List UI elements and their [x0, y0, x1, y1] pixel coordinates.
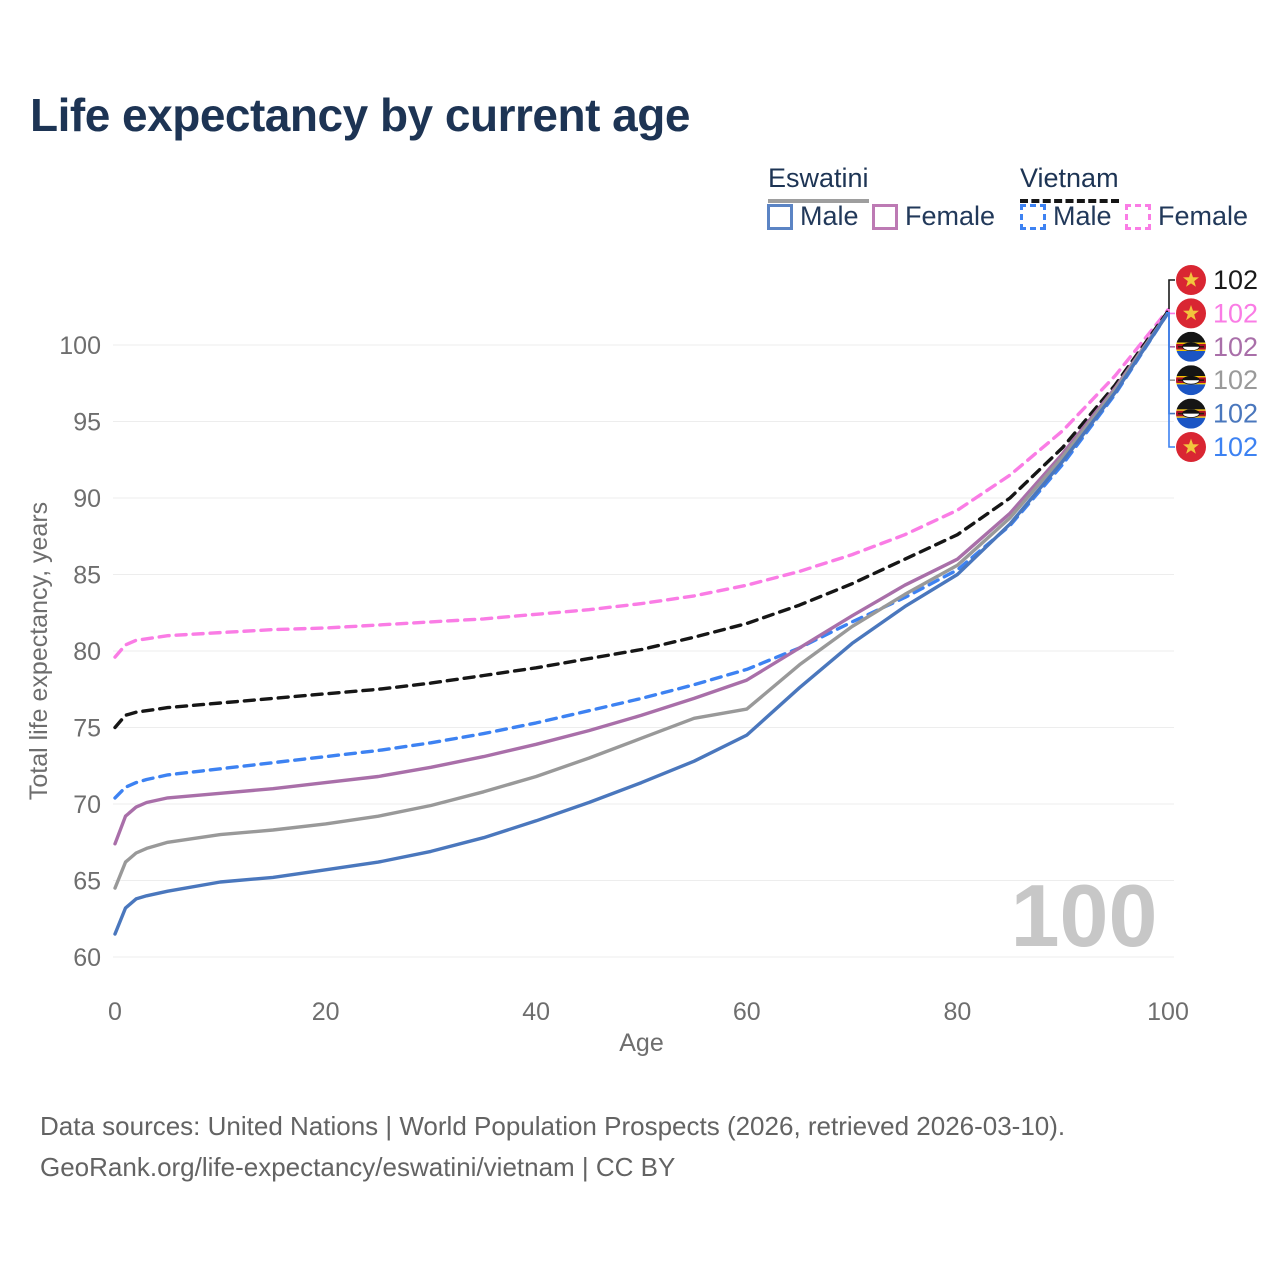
y-tick-label: 95	[73, 409, 101, 437]
vietnam-flag-icon	[1176, 265, 1206, 295]
legend-swatch-vietnam-male[interactable]	[1020, 203, 1046, 230]
end-value-label: 102	[1213, 399, 1258, 429]
y-tick-label: 100	[59, 332, 101, 360]
series-line-eswatini-female[interactable]	[113, 311, 1170, 846]
page-title: Life expectancy by current age	[30, 89, 690, 141]
end-value-label: 102	[1213, 298, 1258, 328]
series-line-eswatini-male[interactable]	[113, 311, 1170, 936]
legend-label: Female	[905, 201, 996, 231]
y-tick-label: 85	[73, 562, 101, 590]
legend-item-eswatini-male[interactable]: Male	[767, 201, 859, 232]
y-tick-label: 90	[73, 485, 101, 513]
y-tick-label: 70	[73, 791, 101, 819]
eswatini-flag-icon	[1176, 398, 1206, 429]
legend-item-vietnam-male[interactable]: Male	[1020, 201, 1112, 232]
data-source-line: Data sources: United Nations | World Pop…	[40, 1111, 1066, 1141]
legend-swatch-eswatini-female[interactable]	[872, 203, 898, 230]
x-tick-label: 0	[108, 998, 122, 1026]
license-line: GeoRank.org/life-expectancy/eswatini/vie…	[40, 1152, 676, 1182]
data-source-attribution: Data sources: United Nations | World Pop…	[40, 1106, 1065, 1188]
end-label-connector	[1166, 308, 1175, 315]
x-tick-label: 20	[312, 998, 340, 1026]
y-tick-label: 60	[73, 944, 101, 972]
end-value-label: 102	[1213, 332, 1258, 362]
y-tick-label: 65	[73, 868, 101, 896]
legend-swatch-vietnam-female[interactable]	[1125, 203, 1151, 230]
legend-item-eswatini-female[interactable]: Female	[872, 201, 995, 232]
end-value-label: 102	[1213, 432, 1258, 462]
x-tick-label: 100	[1147, 998, 1189, 1026]
legend-group-eswatini[interactable]: Eswatini	[768, 163, 869, 203]
legend-group-vietnam[interactable]: Vietnam	[1020, 163, 1119, 203]
x-tick-label: 40	[522, 998, 550, 1026]
end-label-connector	[1166, 279, 1175, 313]
eswatini-flag-icon	[1176, 365, 1206, 396]
x-tick-label: 80	[943, 998, 971, 1026]
eswatini-flag-icon	[1176, 331, 1206, 362]
legend-item-vietnam-female[interactable]: Female	[1125, 201, 1248, 232]
series-line-vietnam-total[interactable]	[113, 309, 1170, 730]
legend-label: Male	[1053, 201, 1112, 231]
x-axis-title: Age	[619, 1029, 663, 1057]
legend-label: Female	[1158, 201, 1249, 231]
series-line-eswatini-total[interactable]	[113, 311, 1170, 890]
series-line-vietnam-female[interactable]	[113, 308, 1170, 659]
end-value-label: 102	[1213, 265, 1258, 295]
y-axis-title: Total life expectancy, years	[25, 502, 53, 800]
end-label-connector	[1166, 312, 1175, 448]
end-label-connector	[1166, 312, 1175, 415]
vietnam-flag-icon	[1176, 432, 1206, 462]
x-tick-label: 60	[733, 998, 761, 1026]
legend-label: Male	[800, 201, 859, 231]
watermark-age: 100	[1011, 866, 1158, 965]
end-label-connector	[1166, 312, 1175, 348]
legend-swatch-eswatini-male[interactable]	[767, 203, 793, 230]
y-tick-label: 80	[73, 638, 101, 666]
y-tick-label: 75	[73, 715, 101, 743]
end-value-label: 102	[1213, 365, 1258, 395]
vietnam-flag-icon	[1176, 298, 1206, 329]
series-line-vietnam-male[interactable]	[113, 311, 1170, 800]
